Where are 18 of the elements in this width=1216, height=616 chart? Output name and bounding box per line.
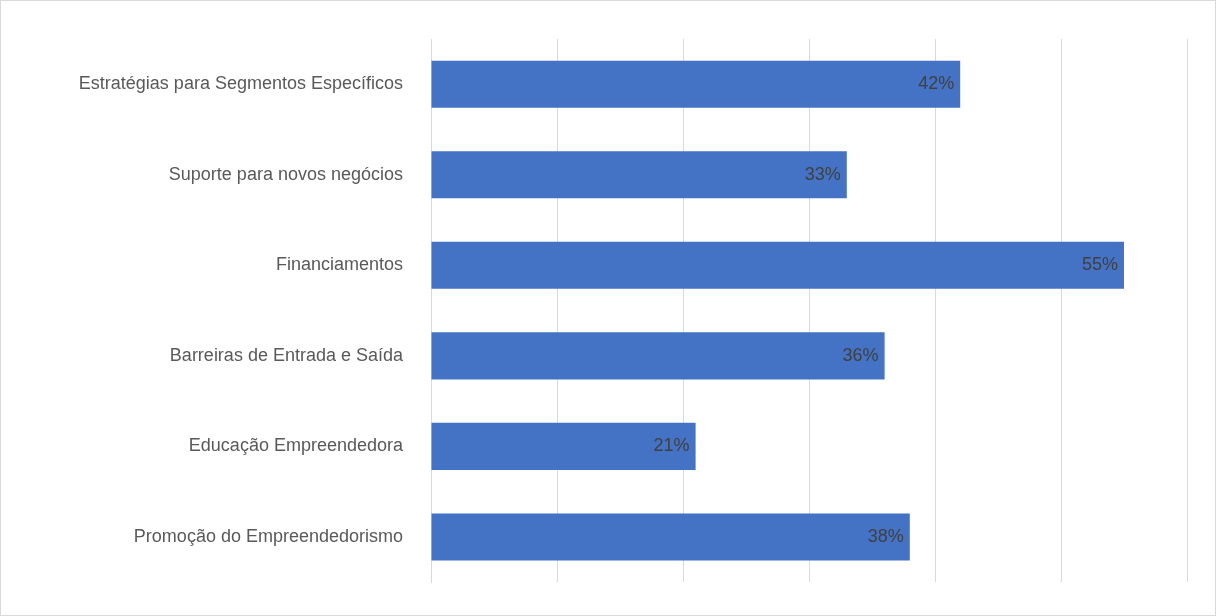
y-tick-label: Barreiras de Entrada e Saída bbox=[169, 344, 404, 365]
data-label: 42% bbox=[918, 73, 955, 94]
y-tick-label: Suporte para novos negócios bbox=[168, 163, 403, 184]
y-tick-label: Promoção do Empreendedorismo bbox=[133, 525, 403, 546]
y-tick-label: Educação Empreendedora bbox=[188, 435, 404, 456]
y-tick-label: Financiamentos bbox=[275, 254, 403, 275]
bar bbox=[431, 60, 961, 108]
data-label: 55% bbox=[1081, 254, 1118, 275]
bar bbox=[431, 241, 1124, 289]
bar bbox=[431, 151, 847, 199]
bar bbox=[431, 422, 696, 470]
bar bbox=[431, 332, 885, 380]
y-tick-label: Estratégias para Segmentos Específicos bbox=[78, 73, 403, 94]
data-label: 38% bbox=[867, 525, 904, 546]
bar bbox=[431, 513, 910, 561]
data-label: 36% bbox=[842, 344, 879, 365]
data-label: 21% bbox=[653, 435, 690, 456]
data-label: 33% bbox=[804, 163, 841, 184]
